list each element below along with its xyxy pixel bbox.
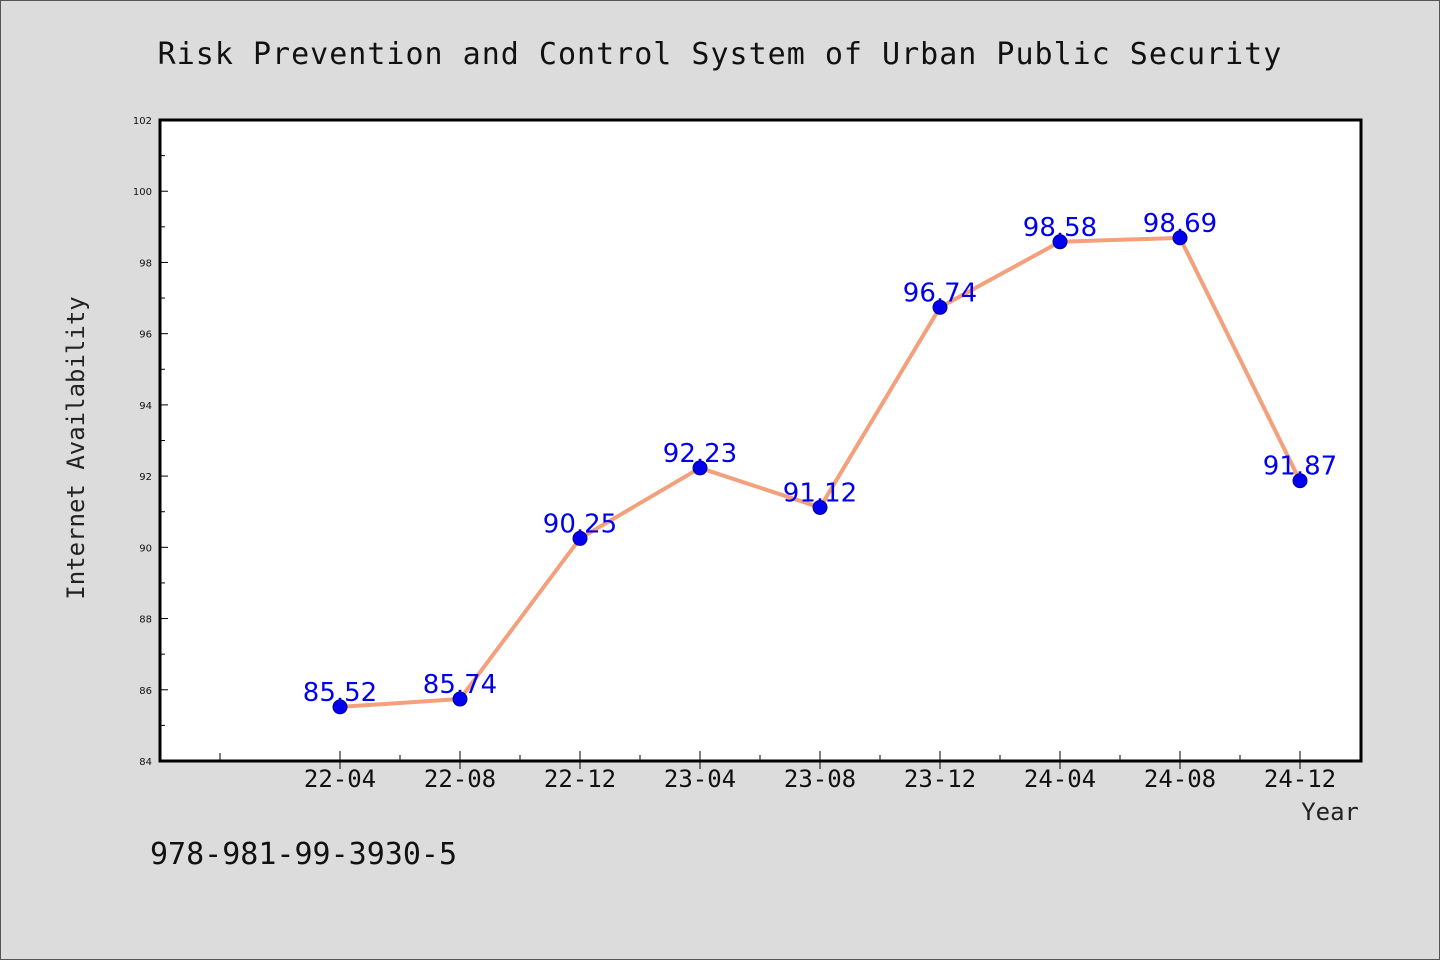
data-label: 96.74 (903, 278, 977, 308)
chart-title: Risk Prevention and Control System of Ur… (158, 37, 1283, 72)
data-point (692, 460, 708, 476)
y-tick-label: 96 (139, 330, 152, 341)
y-tick-label: 90 (139, 543, 152, 554)
data-label: 85.52 (303, 678, 377, 708)
data-point (932, 299, 948, 315)
x-tick-label: 23-08 (784, 765, 856, 793)
x-tick-label: 24-12 (1264, 765, 1336, 793)
x-tick-label: 22-08 (424, 765, 496, 793)
y-tick-label: 98 (139, 258, 152, 269)
data-label: 91.12 (783, 478, 857, 508)
x-tick-label: 24-04 (1024, 765, 1096, 793)
data-point (572, 530, 588, 546)
y-tick-label: 92 (139, 472, 152, 483)
isbn-text: 978-981-99-3930-5 (150, 837, 457, 872)
data-point (1292, 473, 1308, 489)
data-label: 98.58 (1023, 213, 1097, 243)
y-axis-label: Internet Availability (62, 296, 90, 599)
y-tick-label: 100 (133, 187, 152, 198)
data-label: 92.23 (663, 439, 737, 469)
x-axis: 22-04 22-08 22-12 23-04 23-08 23-12 24-04 24-08… (219, 751, 1336, 793)
plot-area (158, 118, 1363, 763)
data-label: 98.69 (1143, 209, 1217, 239)
x-tick-label: 22-04 (304, 765, 376, 793)
data-label: 85.74 (423, 670, 497, 700)
y-axis: 84 86 88 90 92 94 96 98 100 102 (133, 116, 168, 768)
x-tick-label: 23-12 (904, 765, 976, 793)
y-tick-label: 94 (139, 401, 152, 412)
y-tick-label: 84 (139, 757, 152, 768)
y-tick-label: 86 (139, 686, 152, 697)
x-tick-label: 22-12 (544, 765, 616, 793)
x-axis-label: Year (1301, 798, 1359, 826)
x-tick-label: 24-08 (1144, 765, 1216, 793)
y-tick-label: 88 (139, 615, 152, 626)
y-tick-label: 102 (133, 116, 152, 127)
data-point (332, 699, 348, 715)
data-label: 90.25 (543, 509, 617, 539)
series-layer: 85.52 85.74 90.25 92.23 91.12 96.74 98.58 98.69… (303, 209, 1337, 715)
data-point (1052, 234, 1068, 250)
data-label: 91.87 (1263, 452, 1337, 482)
data-point (1172, 230, 1188, 246)
data-point (812, 499, 828, 515)
x-tick-label: 23-04 (664, 765, 736, 793)
data-point (452, 691, 468, 707)
